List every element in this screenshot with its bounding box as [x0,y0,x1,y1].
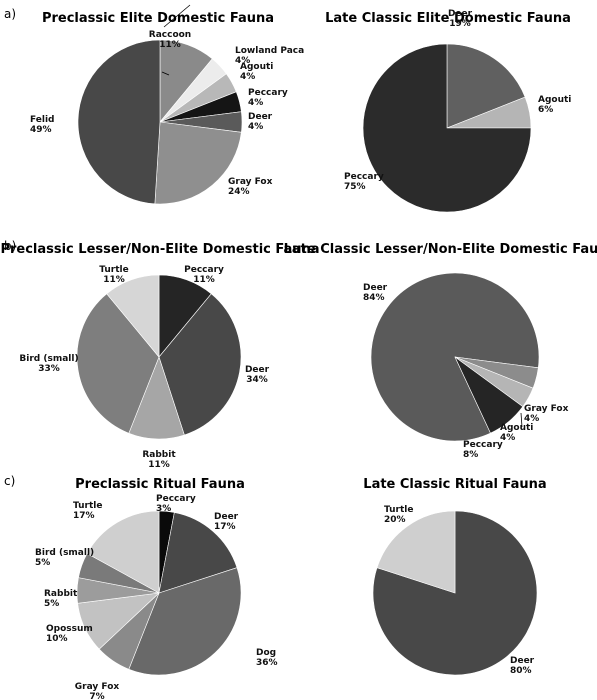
slice-label: Peccary 75% [344,172,384,192]
pie-slice-deer [446,43,526,129]
slice-label: Agouti 4% [500,423,533,443]
slice-label: Gray Fox 7% [75,682,120,700]
pie-slice-turtle [86,510,160,594]
chart-title-6: Late Classic Ritual Fauna [363,477,546,492]
slice-label: Turtle 20% [384,505,414,525]
slice-label: Gray Fox 4% [524,404,569,424]
slice-label: Turtle 11% [99,265,129,285]
slice-label: Gray Fox 24% [228,177,273,197]
pie-slice-turtle [106,274,160,358]
pie-chart-3: Peccary 11% Deer 34% Rabbit 11% Bird (small) 33… [19,265,269,470]
pie-slice-dog [128,567,242,676]
slice-label: Deer 34% [245,365,270,385]
leader-line [520,412,523,428]
slice-label: Agouti 4% [240,62,273,82]
chart-title-1: Preclassic Elite Domestic Fauna [42,11,274,26]
pie-chart-1: Raccoon 11% Lowland Paca 4%Agouti 4% Peccary 4… [30,4,304,205]
chart-title-4: Late Classic Lesser/Non-Elite Domestic F… [284,242,597,257]
slice-label: Bird (small) 5% [35,548,94,568]
slice-label: Felid 49% [30,115,55,135]
leader-line [163,4,191,28]
slice-label: Peccary 3% [156,494,196,514]
slice-label: Dog 36% [256,648,278,668]
slice-label: Rabbit 11% [142,450,176,470]
slice-label: Bird (small) 33% [19,354,78,374]
slice-label: Peccary 8% [463,440,503,460]
pie-chart-4: Deer 84% Gray Fox 4%Agouti 4%Peccary 8% [363,272,569,460]
pie-slice-deer [158,293,242,436]
slice-label: Rabbit 5% [44,589,78,609]
chart-title-2: Late Classic Elite Domestic Fauna [325,11,571,26]
slice-label: Raccoon 11% [149,30,191,50]
slice-label: Deer 17% [214,512,239,532]
pie-chart-6: Deer 80% Turtle 20% [372,505,538,676]
slice-label: Deer 19% [448,9,473,29]
slice-label: Opossum 10% [46,624,93,644]
chart-title-5: Preclassic Ritual Fauna [75,477,245,492]
slice-label: Peccary 4% [248,88,288,108]
pie-slice-peccary [362,43,532,213]
pie-slice-felid [77,39,161,205]
pie-chart-2: Deer 19% Agouti 6% Peccary 75% [344,9,571,213]
panel-label-c: c) [4,474,15,488]
slice-label: Lowland Paca 4% [235,46,304,66]
pie-slice-turtle [376,510,456,594]
slice-label: Agouti 6% [538,95,571,115]
leader-line [161,71,170,76]
chart-title-3: Preclassic Lesser/Non-Elite Domestic Fau… [0,242,319,257]
pie-slice-gray-fox [154,121,242,205]
slice-label: Turtle 17% [73,501,103,521]
pie-slice-deer [158,512,238,594]
pie-chart-5: Peccary 3% Deer 17% Dog 36% Gray Fox 7% Opossum 1… [35,494,278,700]
slice-label: Peccary 11% [184,265,224,285]
pie-slice-peccary [454,356,524,434]
panel-label-a: a) [4,7,16,21]
slice-label: Deer 4% [248,112,273,132]
slice-label: Deer 84% [363,283,388,303]
pie-slice-bird-small [76,293,160,434]
slice-label: Deer 80% [510,656,535,676]
panel-label-b: b) [4,239,16,253]
